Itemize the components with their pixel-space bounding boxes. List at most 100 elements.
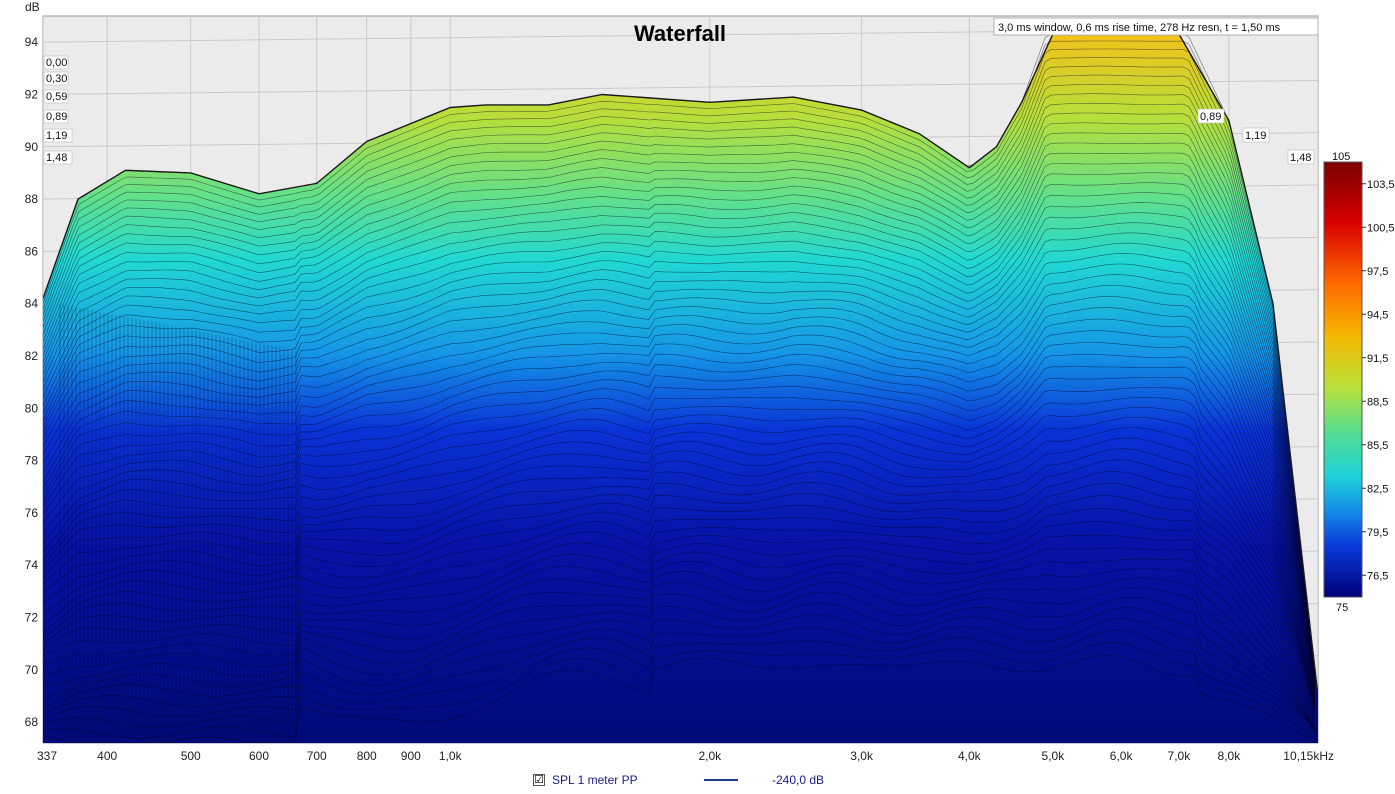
surface-contour: [43, 172, 1316, 685]
time-label-box: [1287, 149, 1315, 165]
y-tick-label: 88: [25, 192, 39, 206]
x-tick-label: 800: [357, 749, 377, 763]
time-label-box: [1197, 108, 1225, 124]
surface-contour: [43, 330, 1316, 706]
surface-contour: [43, 202, 1316, 689]
legend-value: -240,0 dB: [772, 773, 825, 787]
x-tick-label: 7,0k: [1168, 749, 1192, 763]
colorbar-tick-label: 79,5: [1367, 527, 1388, 539]
x-tick-label: 10,15kHz: [1283, 749, 1334, 763]
surface-contour: [43, 495, 1316, 728]
x-tick-label: 600: [249, 749, 269, 763]
time-label-box: [43, 150, 73, 165]
y-tick-label: 70: [25, 663, 39, 677]
y-tick-label: 78: [25, 454, 39, 468]
surface-contour: [43, 471, 1316, 723]
surface-contour: [43, 112, 1316, 679]
time-label-box: [1242, 127, 1270, 143]
surface-contour: [43, 366, 1316, 707]
surface-contour: [43, 48, 1316, 672]
surface-contour: [43, 397, 1316, 709]
x-tick-label: 5,0k: [1042, 749, 1066, 763]
surface-contour: [43, 232, 1316, 694]
legend-line-swatch: [704, 779, 738, 781]
y-tick-label: 90: [25, 140, 39, 154]
surface-contour: [43, 629, 1316, 737]
surface-contour: [43, 354, 1316, 707]
surface-contour: [43, 568, 1316, 731]
y-tick-label: 80: [25, 401, 39, 415]
time-labels-left: 0,00 0,30 0,59 0,89 1,19 1,48: [43, 55, 73, 165]
surface-contour: [43, 607, 1316, 732]
surface-contour: [43, 406, 1316, 710]
colorbar-tick-label: 85,5: [1367, 440, 1388, 452]
surface-contour: [43, 448, 1316, 717]
time-labels-right: 0,89 1,19 1,48: [1197, 108, 1315, 165]
x-tick-label: 4,0k: [958, 749, 982, 763]
surface-contour: [43, 285, 1316, 702]
time-label-box: [43, 55, 69, 70]
legend-checkbox[interactable]: ☑: [533, 774, 545, 786]
y-tick-label: 68: [25, 715, 39, 729]
surface-contour: [43, 242, 1316, 696]
surface-contour: [43, 152, 1316, 683]
x-tick-label: 400: [97, 749, 117, 763]
surface-contour: [43, 57, 1316, 673]
surface-contour: [43, 417, 1316, 711]
colorbar-min-label: 75: [1336, 602, 1348, 614]
colorbar-tick-label: 91,5: [1367, 353, 1388, 365]
y-axis-ticks: 68 70 72 74 76 78 80 82 84 86 88 90 92 94: [25, 35, 39, 729]
surface-contour: [43, 508, 1316, 730]
time-label-box: [43, 89, 69, 104]
waterfall-surface: [43, 33, 1318, 743]
colorbar-tick-label: 103,5: [1367, 179, 1395, 191]
time-label-box: [43, 71, 69, 86]
x-tick-label: 500: [181, 749, 201, 763]
x-tick-label: 3,0k: [850, 749, 874, 763]
time-label-box: [43, 109, 69, 124]
surface-contour: [43, 263, 1316, 699]
time-label: 0,89: [46, 111, 67, 123]
surface-contour: [43, 618, 1316, 734]
colorbar-tick-label: 94,5: [1367, 309, 1388, 321]
time-label: 1,48: [46, 152, 67, 164]
surface-contour: [43, 192, 1316, 688]
surface-contour: [43, 182, 1316, 686]
surface-contour: [43, 655, 1316, 743]
x-tick-label: 900: [401, 749, 421, 763]
info-box: [993, 17, 1319, 36]
surface-contour: [43, 253, 1316, 697]
surface-contour: [43, 102, 1316, 678]
surface-contour: [43, 587, 1316, 730]
legend: ☑ SPL 1 meter PP -240,0 dB: [533, 771, 824, 789]
info-text: 3,0 ms window, 0,6 ms rise time, 278 Hz …: [998, 22, 1281, 34]
surface-contour: [43, 212, 1316, 691]
colorbar-tick-label: 100,5: [1367, 222, 1395, 234]
surface-contour: [43, 65, 1316, 674]
y-tick-label: 72: [25, 610, 39, 624]
surface-contour: [43, 642, 1316, 740]
surface-contour: [43, 377, 1316, 708]
surface-contour: [43, 93, 1316, 677]
surface-contour: [43, 162, 1316, 684]
time-label: 0,59: [46, 91, 67, 103]
y-tick-label: 74: [25, 558, 39, 572]
y-tick-label: 92: [25, 87, 39, 101]
surface-contour: [43, 521, 1316, 731]
colorbar-tick-label: 97,5: [1367, 266, 1388, 278]
y-tick-label: 94: [25, 35, 39, 49]
surface-contour: [43, 558, 1316, 731]
x-tick-label: 2,0k: [698, 749, 722, 763]
legend-series-name[interactable]: SPL 1 meter PP: [552, 773, 638, 787]
surface-contour: [43, 40, 1316, 671]
y-tick-label: 82: [25, 349, 39, 363]
surface-contour: [43, 307, 1316, 705]
floor-grid-line: [1323, 697, 1363, 743]
colorbar-tick-label: 76,5: [1367, 570, 1388, 582]
surface-contour: [43, 132, 1316, 681]
time-label: 0,89: [1200, 111, 1221, 123]
time-label: 1,19: [1245, 130, 1266, 142]
time-label-box: [43, 128, 73, 143]
time-label: 0,30: [46, 73, 67, 85]
